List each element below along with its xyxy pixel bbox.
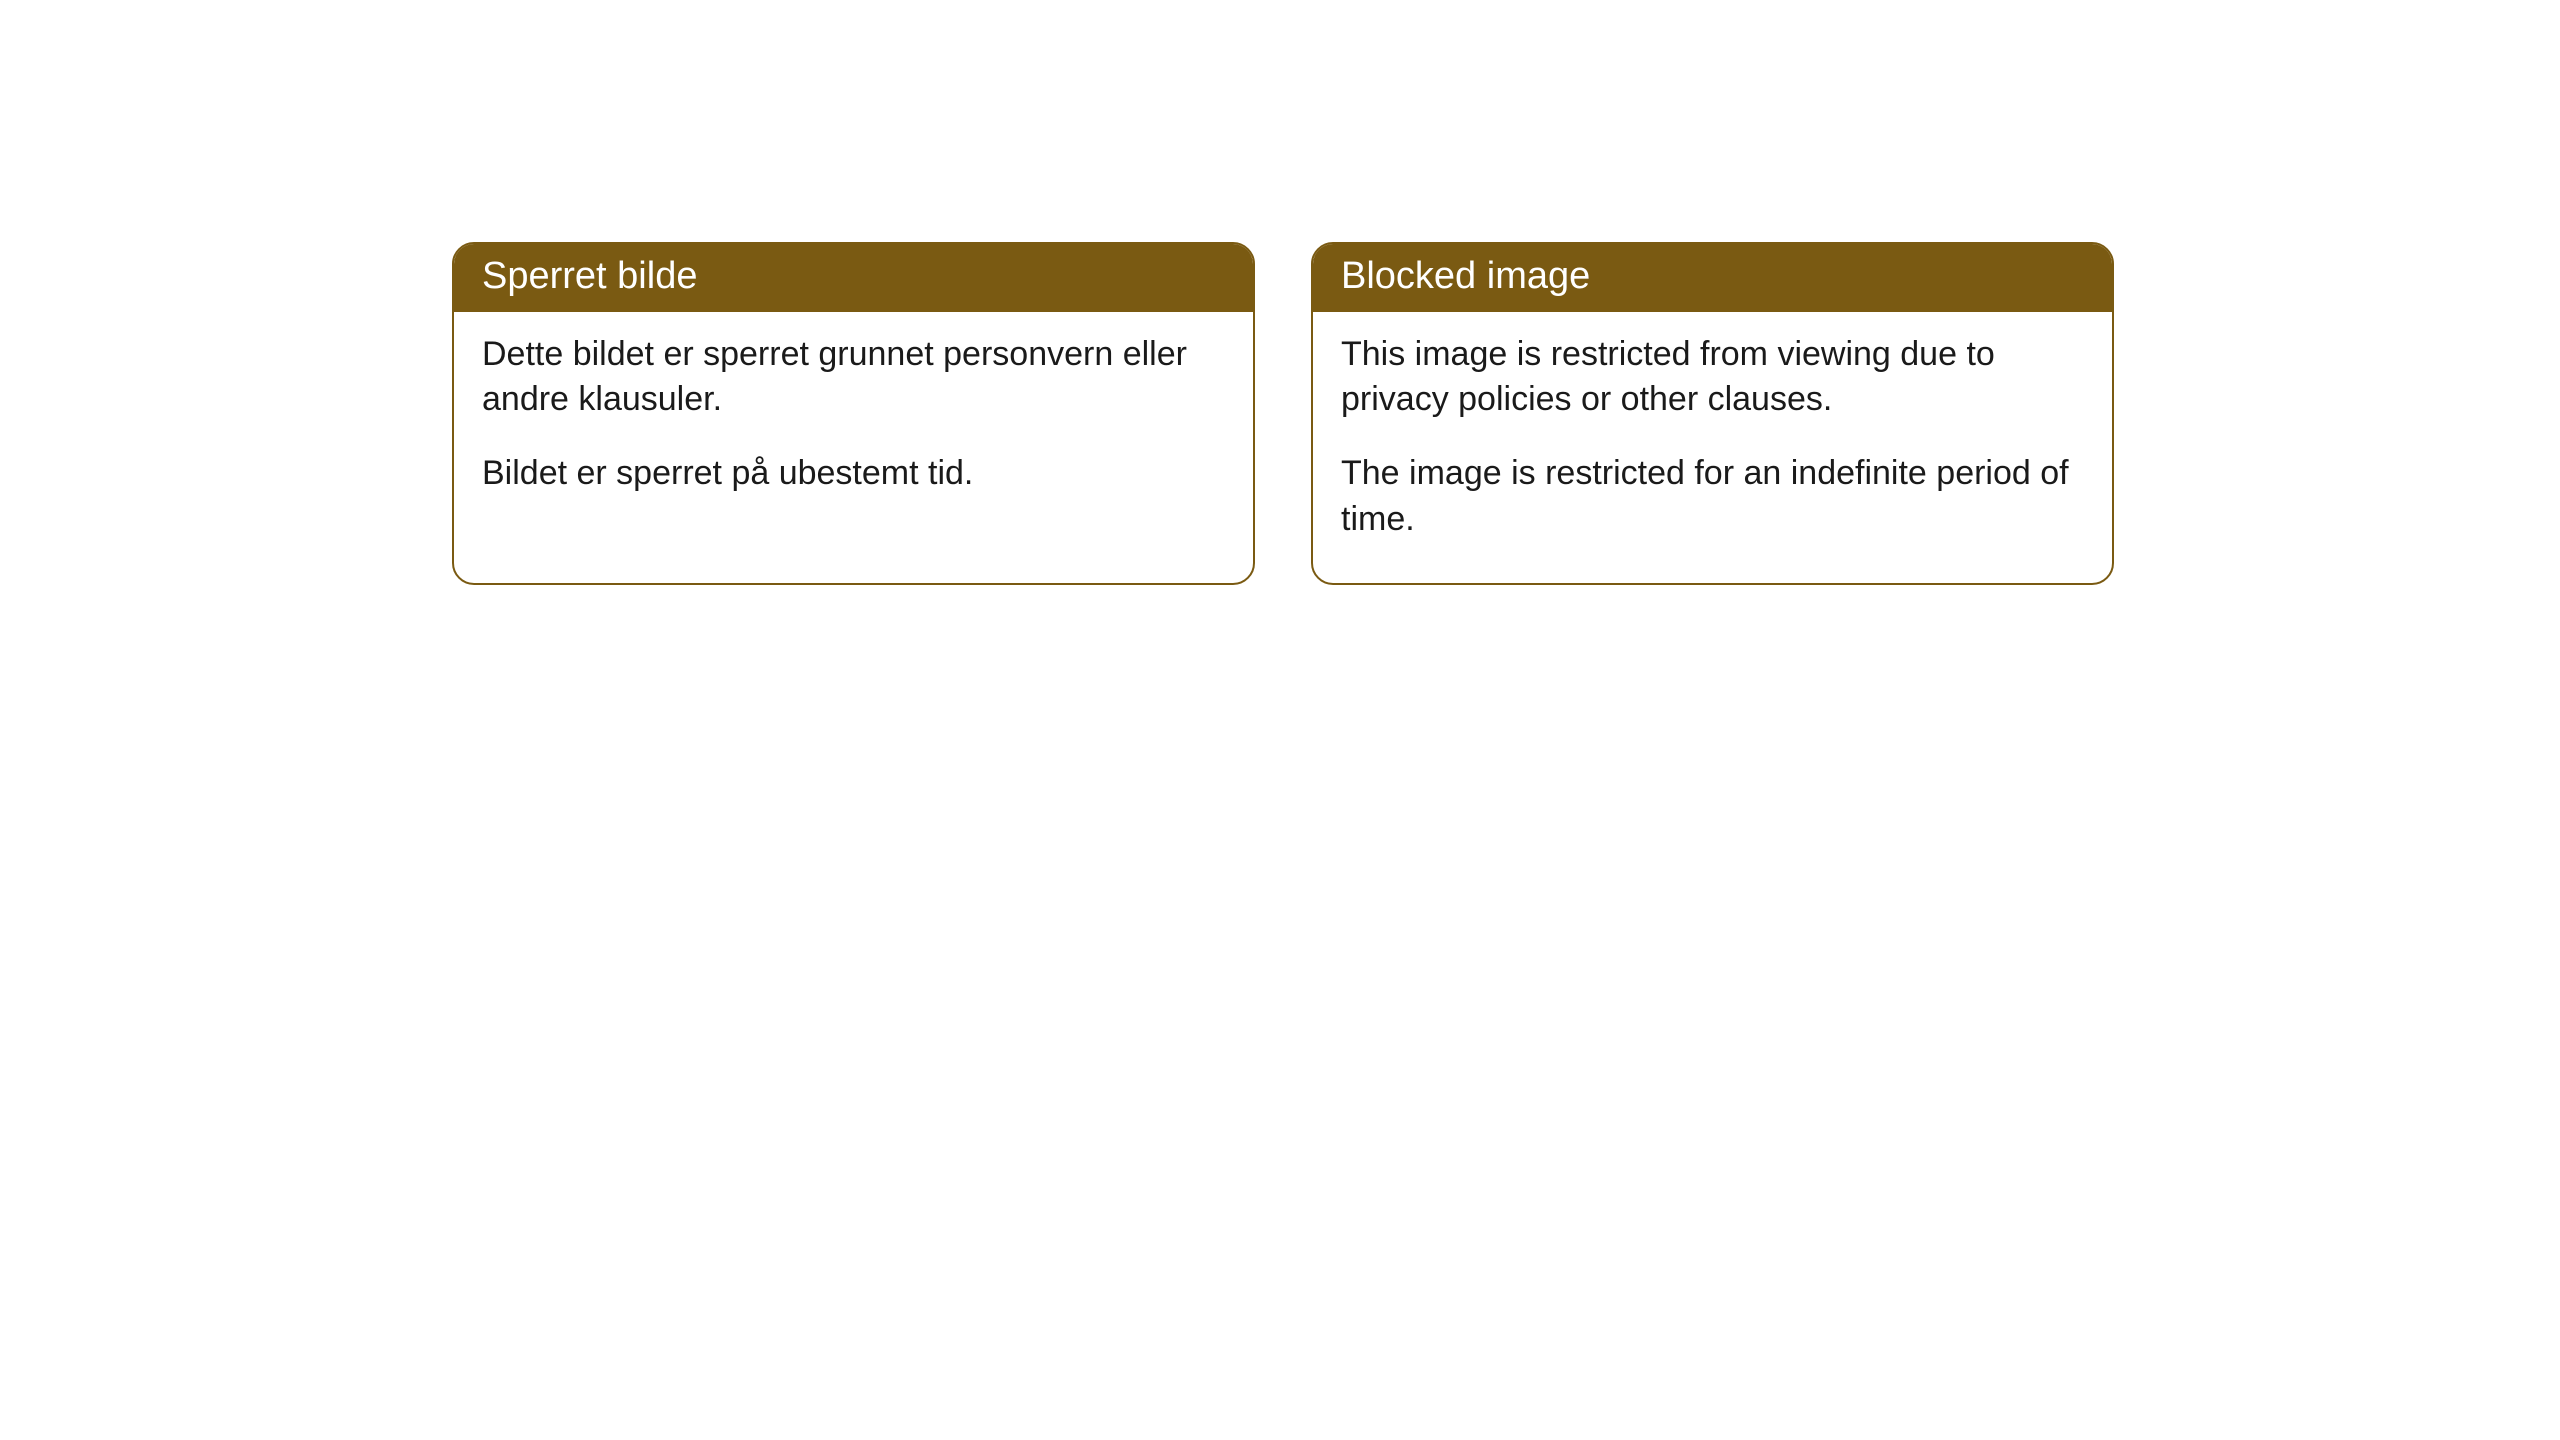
blocked-image-card-english: Blocked image This image is restricted f… <box>1311 242 2114 585</box>
card-text-norwegian-line2: Bildet er sperret på ubestemt tid. <box>482 451 1225 497</box>
card-title-norwegian: Sperret bilde <box>454 244 1253 312</box>
card-text-english-line2: The image is restricted for an indefinit… <box>1341 451 2084 543</box>
card-text-english-line1: This image is restricted from viewing du… <box>1341 332 2084 424</box>
blocked-image-card-norwegian: Sperret bilde Dette bildet er sperret gr… <box>452 242 1255 585</box>
card-text-norwegian-line1: Dette bildet er sperret grunnet personve… <box>482 332 1225 424</box>
card-body-norwegian: Dette bildet er sperret grunnet personve… <box>454 312 1253 538</box>
notice-container: Sperret bilde Dette bildet er sperret gr… <box>452 242 2114 585</box>
card-body-english: This image is restricted from viewing du… <box>1313 312 2112 584</box>
card-title-english: Blocked image <box>1313 244 2112 312</box>
